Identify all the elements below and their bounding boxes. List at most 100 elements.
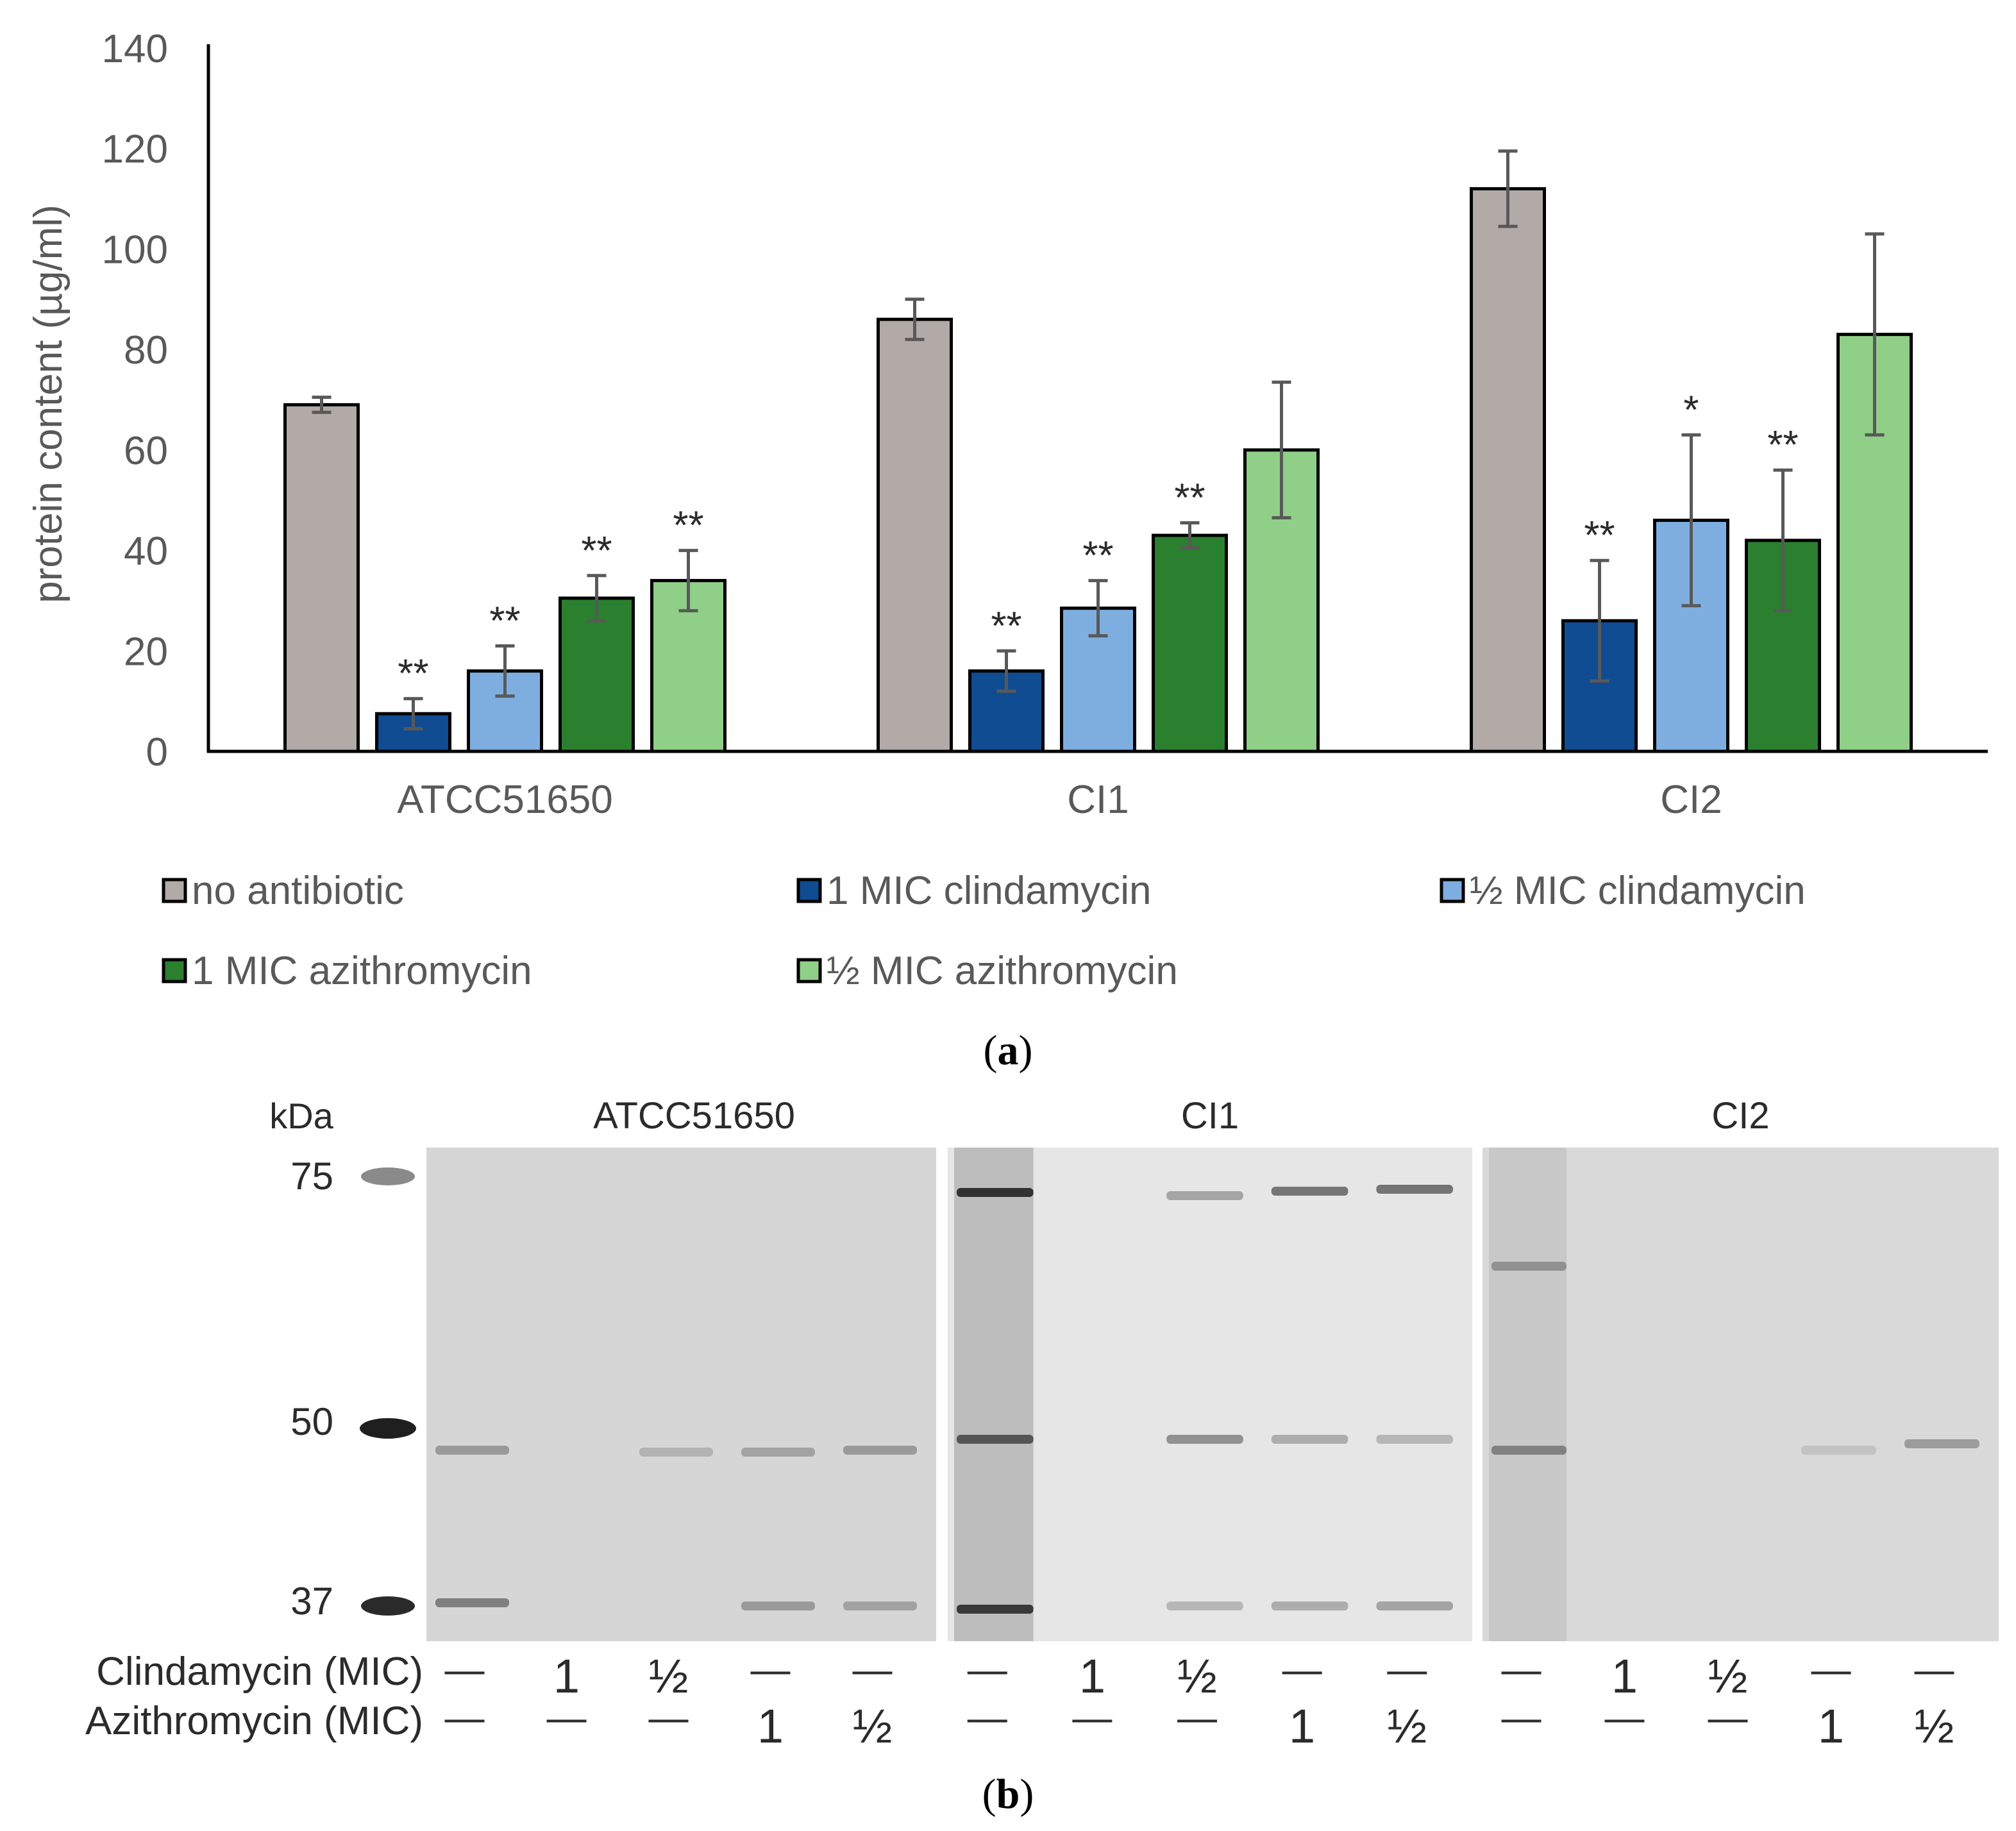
clindamycin-dose: ½ [1177,1650,1217,1703]
gel-band [843,1446,917,1455]
azithromycin-dose: ½ [853,1700,893,1753]
gel-band [741,1601,815,1610]
azithromycin-dose: 1 [757,1700,784,1753]
significance-marker: ** [673,504,703,548]
error-bar [587,574,607,623]
bar-half-mic-azithromycin-atcc51650 [650,579,727,753]
clindamycin-dose: — [1282,1648,1322,1692]
gel-band [1376,1185,1453,1194]
legend-label: no antibiotic [192,869,404,913]
error-bar [1865,232,1885,437]
bar-chart: protein content (µg/ml) 0 20 40 60 80 100 120 1… [26,27,1988,993]
azithromycin-dose: — [1072,1696,1112,1740]
gel-band [639,1448,713,1457]
bars [283,187,1913,753]
azithromycin-dose: — [547,1696,587,1740]
legend: no antibiotic 1 MIC clindamycin ½ MIC clin… [162,869,1806,993]
error-bar [1681,433,1701,608]
error-bar [996,649,1016,693]
lane-smear [954,1148,1034,1641]
gel-group-ci2: CI2 [1483,1095,1999,1641]
gel-panel: kDa 75 50 37 ATCC51650 CI1 CI2 Clindamycin… [85,1095,1999,1753]
gel-band [1271,1601,1348,1610]
panel-b-caption: (b) [982,1771,1034,1818]
significance-marker: ** [1174,476,1205,520]
y-tick-label: 80 [124,328,168,372]
azithromycin-dose: — [1502,1696,1541,1740]
gel-band [741,1448,815,1457]
azithromycin-dose: — [1605,1696,1645,1740]
gel-lane-groups: ATCC51650 CI1 CI2 [426,1095,1999,1641]
legend-swatch [162,878,187,903]
ladder-band-37 [361,1596,415,1616]
gel-band [1376,1435,1453,1444]
significance-marker: ** [991,604,1021,648]
panel-a-caption: (a) [984,1027,1033,1074]
significance-marker: ** [581,529,612,573]
error-bar [905,297,925,341]
clindamycin-dose: 1 [553,1650,580,1703]
marker-75: 75 [290,1155,333,1198]
clindamycin-row-label: Clindamycin (MIC) [96,1650,423,1694]
bar-1-mic-azithromycin-ci1 [1152,533,1228,753]
error-bar [1498,149,1518,228]
legend-swatch [796,958,822,983]
significance-marker: ** [1584,514,1615,558]
gel-band [1166,1601,1243,1610]
x-category-label: CI2 [1660,778,1722,822]
kda-label: kDa [269,1096,333,1136]
clindamycin-dose: — [968,1648,1007,1692]
gel-band [1271,1435,1348,1444]
gel-group-title: CI2 [1711,1095,1769,1137]
bar-no-antibiotic-atcc51650 [283,403,360,753]
dose-labels: ——1—½——1—½——1—½——1—½——1—½——1—½ [445,1648,1954,1753]
gel-image [426,1148,936,1641]
legend-swatch [1440,878,1465,903]
marker-37: 37 [290,1580,333,1623]
azithromycin-dose: — [1177,1696,1217,1740]
legend-item-no-antibiotic: no antibiotic [162,869,404,913]
azithromycin-dose: — [968,1696,1007,1740]
gel-band [957,1188,1034,1197]
azithromycin-dose: — [445,1696,485,1740]
error-bar [1590,558,1609,683]
error-bar [678,549,698,613]
legend-item-half-mic-clindamycin: ½ MIC clindamycin [1440,869,1806,913]
gel-band [957,1605,1034,1614]
y-tick-label: 40 [124,530,168,574]
azithromycin-dose: 1 [1818,1700,1844,1753]
marker-50: 50 [290,1400,333,1443]
significance-marker: * [1683,388,1699,432]
y-tick-label: 60 [124,429,168,473]
significance-marker: ** [1082,534,1113,578]
azithromycin-dose: ½ [1387,1700,1427,1753]
x-axis-category-labels: ATCC51650 CI1 CI2 [397,778,1722,822]
gel-band [1904,1439,1979,1448]
y-tick-label: 100 [102,228,168,272]
y-tick-label: 0 [146,730,168,774]
error-bar [403,697,423,731]
gel-band [1166,1191,1243,1200]
clindamycin-dose: — [751,1648,791,1692]
gel-band [1166,1435,1243,1444]
y-tick-label: 20 [124,630,168,674]
legend-item-1-mic-azithromycin: 1 MIC azithromycin [162,949,532,993]
x-category-label: CI1 [1067,778,1129,822]
azithromycin-dose: ½ [1915,1700,1954,1753]
error-bar [495,644,515,698]
clindamycin-dose: ½ [1708,1650,1748,1703]
y-tick-label: 140 [102,27,168,71]
ladder-band-50 [360,1418,416,1439]
y-tick-label: 120 [102,128,168,172]
clindamycin-dose: — [1811,1648,1851,1692]
azithromycin-row-label: Azithromycin (MIC) [85,1699,423,1743]
legend-item-1-mic-clindamycin: 1 MIC clindamycin [796,869,1151,913]
error-bar [1272,380,1291,520]
legend-label: ½ MIC azithromycin [827,949,1178,993]
x-category-label: ATCC51650 [397,778,613,822]
clindamycin-dose: 1 [1079,1650,1105,1703]
gel-band [1801,1446,1876,1455]
gel-group-atcc51650: ATCC51650 [426,1095,936,1641]
panel-a-letter: a [998,1027,1019,1074]
